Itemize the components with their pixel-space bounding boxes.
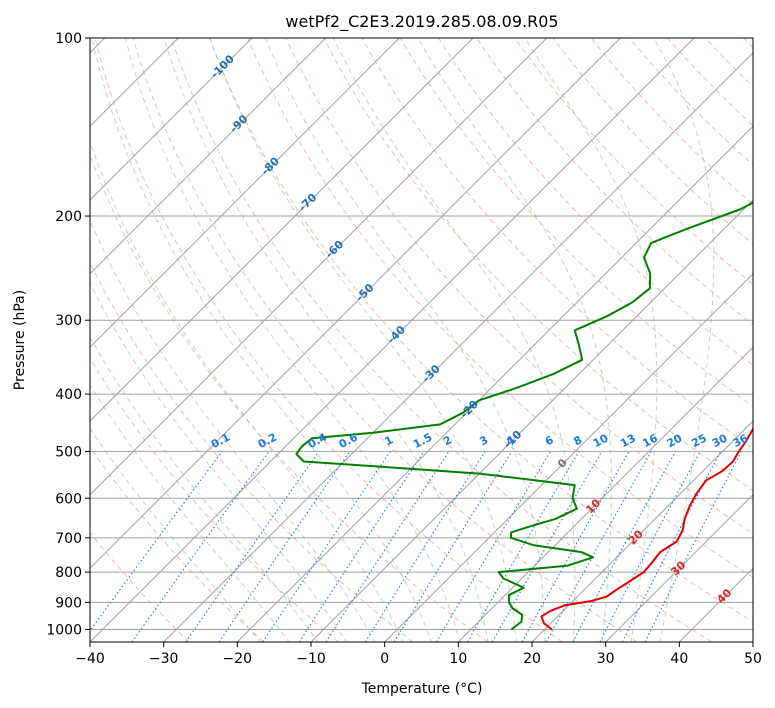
y-tick-label: 700 — [55, 531, 82, 547]
mixing-ratio-label: 36 — [731, 431, 751, 450]
mixing-ratio-line — [545, 451, 652, 642]
mixing-ratio-line — [298, 451, 425, 642]
isotherm-line — [90, 38, 327, 275]
mixing-ratio-line — [393, 451, 513, 642]
dry-adiabat — [285, 38, 753, 535]
dewpoint-profile — [295, 201, 753, 631]
mixing-ratio-line — [521, 451, 630, 642]
mixing-ratio-line — [262, 451, 391, 642]
dry-adiabat — [323, 38, 753, 492]
mixing-ratio-line — [131, 451, 270, 642]
x-tick-label: 40 — [670, 651, 688, 667]
mixing-ratio-label: 25 — [689, 432, 709, 451]
moist-adiabat — [90, 427, 261, 642]
isotherm-line — [90, 38, 695, 642]
moist-adiabat — [524, 38, 658, 642]
dry-adiabat — [247, 38, 753, 578]
y-axis-ticks: 100 200 300 400 500 600 700 800 900 1000 — [46, 31, 90, 638]
mixing-ratio-label: 20 — [665, 431, 685, 450]
mixing-ratio-line — [325, 451, 450, 642]
mixing-ratio-line — [621, 451, 722, 642]
chart-title: wetPf2_C2E3.2019.285.08.09.R05 — [285, 12, 558, 32]
moist-adiabat — [264, 38, 546, 642]
y-tick-label: 200 — [55, 209, 82, 225]
moist-adiabat — [90, 336, 319, 642]
plot-frame — [89, 37, 754, 643]
moist-adiabat — [90, 218, 376, 642]
y-tick-label: 500 — [55, 444, 82, 460]
y-tick-label: 900 — [55, 595, 82, 611]
isotherm-line — [90, 38, 548, 496]
mixing-ratio-label: 10 — [591, 431, 611, 450]
y-tick-label: 100 — [55, 31, 82, 47]
mixing-ratio-label: 30 — [710, 431, 730, 450]
x-tick-label: −20 — [223, 651, 253, 667]
x-axis-ticks: −40 −30 −20 −10 0 10 20 30 40 50 — [75, 642, 762, 667]
x-axis-label: Temperature (°C) — [361, 681, 483, 697]
isotherm-line — [457, 346, 753, 642]
dry-adiabat — [132, 38, 638, 642]
moist-adiabat — [90, 139, 404, 642]
moist-adiabat — [124, 38, 461, 642]
y-tick-label: 300 — [55, 313, 82, 329]
moist-adiabat — [653, 38, 715, 642]
mixing-ratio-label: 13 — [618, 432, 638, 451]
isotherm-line — [384, 272, 753, 642]
mixing-ratio-line — [644, 451, 742, 642]
dry-adiabat — [94, 38, 563, 642]
y-tick-label: 600 — [55, 491, 82, 507]
isotherm-line — [310, 199, 753, 642]
temperature-profile — [540, 426, 753, 631]
mixing-ratio-line — [572, 451, 676, 642]
x-tick-label: −10 — [296, 651, 326, 667]
mixing-ratio-line — [185, 451, 320, 642]
moist-adiabat — [209, 38, 518, 642]
dry-adiabat — [90, 261, 414, 642]
dry-adiabat — [437, 38, 753, 366]
isotherm-line — [90, 38, 474, 422]
y-tick-label: 800 — [55, 565, 82, 581]
isotherm-line — [752, 641, 753, 642]
background-lines — [90, 38, 753, 642]
moist-adiabat — [332, 38, 576, 642]
isotherm-line — [90, 38, 621, 570]
x-tick-label: 0 — [380, 651, 389, 667]
dry-adiabat — [209, 38, 753, 623]
isotherm-line — [531, 420, 753, 642]
dry-adiabat — [90, 531, 190, 642]
x-tick-label: −30 — [149, 651, 179, 667]
mixing-ratio-label: 16 — [640, 431, 660, 450]
isotherm-line — [90, 38, 400, 349]
y-tick-label: 1000 — [46, 622, 82, 638]
x-tick-label: 20 — [523, 651, 541, 667]
y-tick-label: 400 — [55, 387, 82, 403]
isotherm-line — [163, 51, 753, 642]
moist-adiabat — [91, 38, 432, 642]
mixing-ratio-line — [90, 451, 223, 632]
isotherm-line — [236, 125, 753, 642]
x-tick-label: 10 — [449, 651, 467, 667]
profiles — [295, 201, 753, 631]
x-tick-label: 30 — [597, 651, 615, 667]
isotherm-line — [605, 493, 753, 642]
dry-adiabat — [90, 357, 339, 642]
y-axis-label: Pressure (hPa) — [12, 290, 28, 390]
x-tick-label: 50 — [744, 651, 762, 667]
isotherm-line — [90, 38, 253, 201]
mixing-ratio-line — [218, 451, 351, 642]
moist-adiabat — [163, 38, 489, 642]
moist-adiabat — [90, 383, 290, 642]
x-tick-label: −40 — [75, 651, 105, 667]
plot-background — [90, 38, 753, 642]
dry-adiabat — [399, 38, 753, 408]
